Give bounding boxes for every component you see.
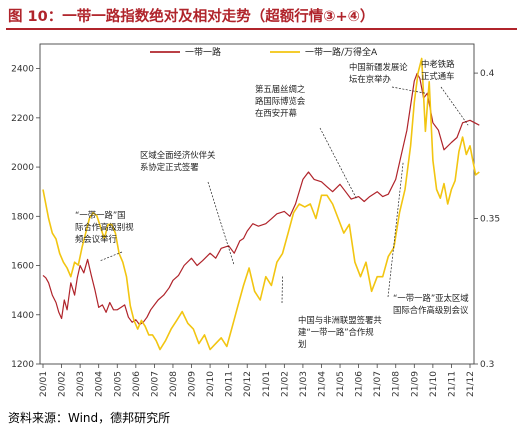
x-tick-label: 20/03 — [76, 371, 86, 397]
legend: 一带一路 一带一路/万得全A — [150, 46, 378, 58]
x-tick-label: 21/05 — [336, 371, 346, 397]
annotation-text: 划 — [298, 339, 306, 349]
y-left-tick-label: 2000 — [11, 163, 34, 173]
series-line-abs — [42, 72, 480, 326]
annotation-leader — [207, 181, 235, 266]
annotation-leader — [387, 162, 404, 298]
y-right-tick-label: 0.3 — [480, 360, 494, 370]
x-tick-label: 21/10 — [429, 371, 439, 397]
y-left-tick-label: 1200 — [11, 360, 34, 370]
legend-label: 一带一路/万得全A — [305, 46, 378, 58]
x-tick-label: 20/12 — [243, 371, 253, 397]
annotation-text: 第五届丝绸之 — [255, 84, 306, 94]
annotation-text: 系协定正式签署 — [140, 162, 199, 172]
x-tick-label: 21/12 — [466, 371, 476, 397]
annotation-text: “一带一路”亚太区域 — [393, 293, 469, 303]
y-left-tick-label: 2400 — [11, 65, 34, 75]
x-tick-label: 21/11 — [447, 371, 457, 397]
y-axis-right: 0.3 0.35 0.4 — [474, 69, 500, 370]
annotation-text: 中国新疆发展论 — [349, 62, 408, 72]
annotation-text: 正式通车 — [421, 71, 455, 81]
series-group — [42, 57, 480, 351]
x-tick-label: 21/08 — [392, 371, 402, 397]
y-right-tick-label: 0.35 — [480, 215, 500, 225]
y-left-tick-label: 1400 — [11, 311, 34, 321]
annotation-text: 中国与非洲联盟签署共 — [298, 315, 382, 325]
x-tick-label: 21/09 — [410, 371, 420, 397]
annotation-text: 中老铁路 — [421, 59, 455, 69]
x-tick-label: 21/04 — [317, 371, 327, 397]
x-tick-label: 20/04 — [95, 371, 105, 397]
figure-title: 图 10：一带一路指数绝对及相对走势（超额行情③+④） — [8, 9, 375, 25]
x-tick-label: 20/05 — [113, 371, 123, 397]
annotation-leader — [391, 86, 426, 94]
title-rule — [6, 28, 517, 30]
x-tick-label: 21/01 — [262, 371, 272, 397]
x-tick-label: 21/07 — [373, 371, 383, 397]
annotation-leader — [100, 251, 123, 261]
series-line-rel — [42, 57, 480, 351]
x-tick-label: 20/02 — [58, 371, 68, 397]
x-tick-label: 21/06 — [355, 371, 365, 397]
annotation-text: 坛在京举办 — [349, 74, 391, 84]
x-axis: 20/01 20/02 20/03 20/04 20/05 20/06 20/07 20/08… — [39, 364, 476, 397]
x-tick-label: 20/06 — [132, 371, 142, 397]
annotation-text: 区域全面经济伙伴关 — [140, 150, 216, 160]
annotation-text: 建“一带一路”合作规 — [298, 327, 374, 337]
x-tick-label: 21/02 — [280, 371, 290, 397]
legend-label: 一带一路 — [185, 46, 221, 58]
y-axis-left: 1200 1400 1600 1800 2000 2200 2400 — [11, 65, 40, 370]
x-tick-label: 21/03 — [299, 371, 309, 397]
x-tick-label: 20/01 — [39, 371, 49, 397]
x-tick-label: 20/10 — [206, 371, 216, 397]
x-tick-label: 20/08 — [169, 371, 179, 397]
source-note: 资料来源：Wind，德邦研究所 — [8, 411, 171, 425]
annotation-leader — [319, 127, 358, 200]
x-tick-label: 20/11 — [225, 371, 235, 397]
annotation-leader — [440, 86, 469, 126]
y-right-tick-label: 0.4 — [480, 69, 495, 79]
y-left-tick-label: 1800 — [11, 212, 34, 222]
annotation-text: “一带一路”国 — [75, 210, 126, 220]
annotation-text: 频会议举行 — [75, 234, 117, 244]
x-tick-label: 20/09 — [188, 371, 198, 397]
plot-area-frame — [39, 43, 475, 365]
y-left-tick-label: 2200 — [11, 114, 34, 124]
annotation-text: 际合作高级别视 — [75, 222, 134, 232]
y-left-tick-label: 1600 — [11, 262, 34, 272]
annotation-text: 国际合作高级别会议 — [393, 305, 469, 315]
x-tick-label: 20/07 — [150, 371, 160, 397]
annotation-text: 在西安开幕 — [255, 108, 297, 118]
annotation-text: 路国际博览会 — [255, 96, 306, 106]
